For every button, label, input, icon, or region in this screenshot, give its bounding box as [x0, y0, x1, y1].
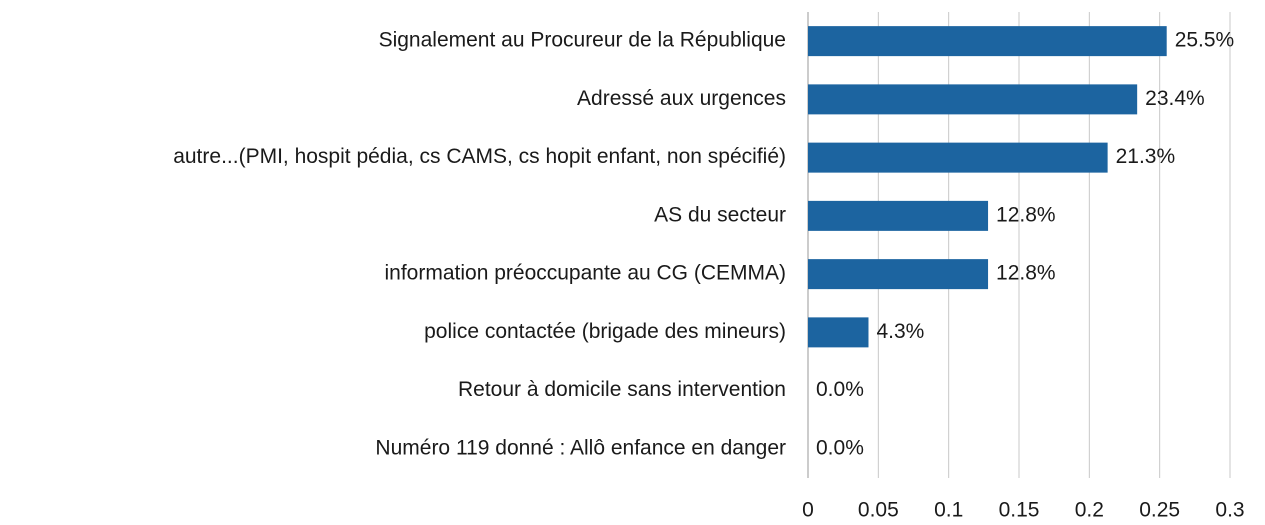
data-label: 12.8%: [996, 262, 1056, 285]
x-tick-label: 0.1: [934, 499, 963, 522]
bar: [808, 84, 1138, 115]
bar: [808, 317, 869, 348]
data-label: 25.5%: [1175, 29, 1235, 52]
x-tick-label: 0.3: [1215, 499, 1244, 522]
bar: [808, 200, 989, 231]
data-label: 23.4%: [1145, 87, 1205, 110]
x-tick-label: 0.25: [1139, 499, 1180, 522]
y-tick-label: police contactée (brigade des mineurs): [424, 320, 786, 343]
y-tick-label: Retour à domicile sans intervention: [458, 378, 786, 401]
y-tick-label: autre...(PMI, hospit pédia, cs CAMS, cs …: [173, 145, 786, 168]
x-tick-label: 0.2: [1075, 499, 1104, 522]
x-tick-label: 0: [802, 499, 814, 522]
bar: [808, 26, 1167, 57]
bar: [808, 259, 989, 290]
y-tick-label: information préoccupante au CG (CEMMA): [385, 262, 787, 285]
data-label: 21.3%: [1116, 145, 1176, 168]
data-label: 4.3%: [876, 320, 924, 343]
data-label: 12.8%: [996, 203, 1056, 226]
data-label: 0.0%: [816, 436, 864, 459]
y-tick-label: Adressé aux urgences: [577, 87, 786, 110]
y-tick-label: AS du secteur: [654, 203, 786, 226]
x-tick-label: 0.15: [999, 499, 1040, 522]
data-label: 0.0%: [816, 378, 864, 401]
y-tick-label: Numéro 119 donné : Allô enfance en dange…: [375, 436, 786, 459]
x-tick-label: 0.05: [858, 499, 899, 522]
bar: [808, 142, 1108, 173]
y-tick-label: Signalement au Procureur de la Républiqu…: [379, 29, 786, 52]
